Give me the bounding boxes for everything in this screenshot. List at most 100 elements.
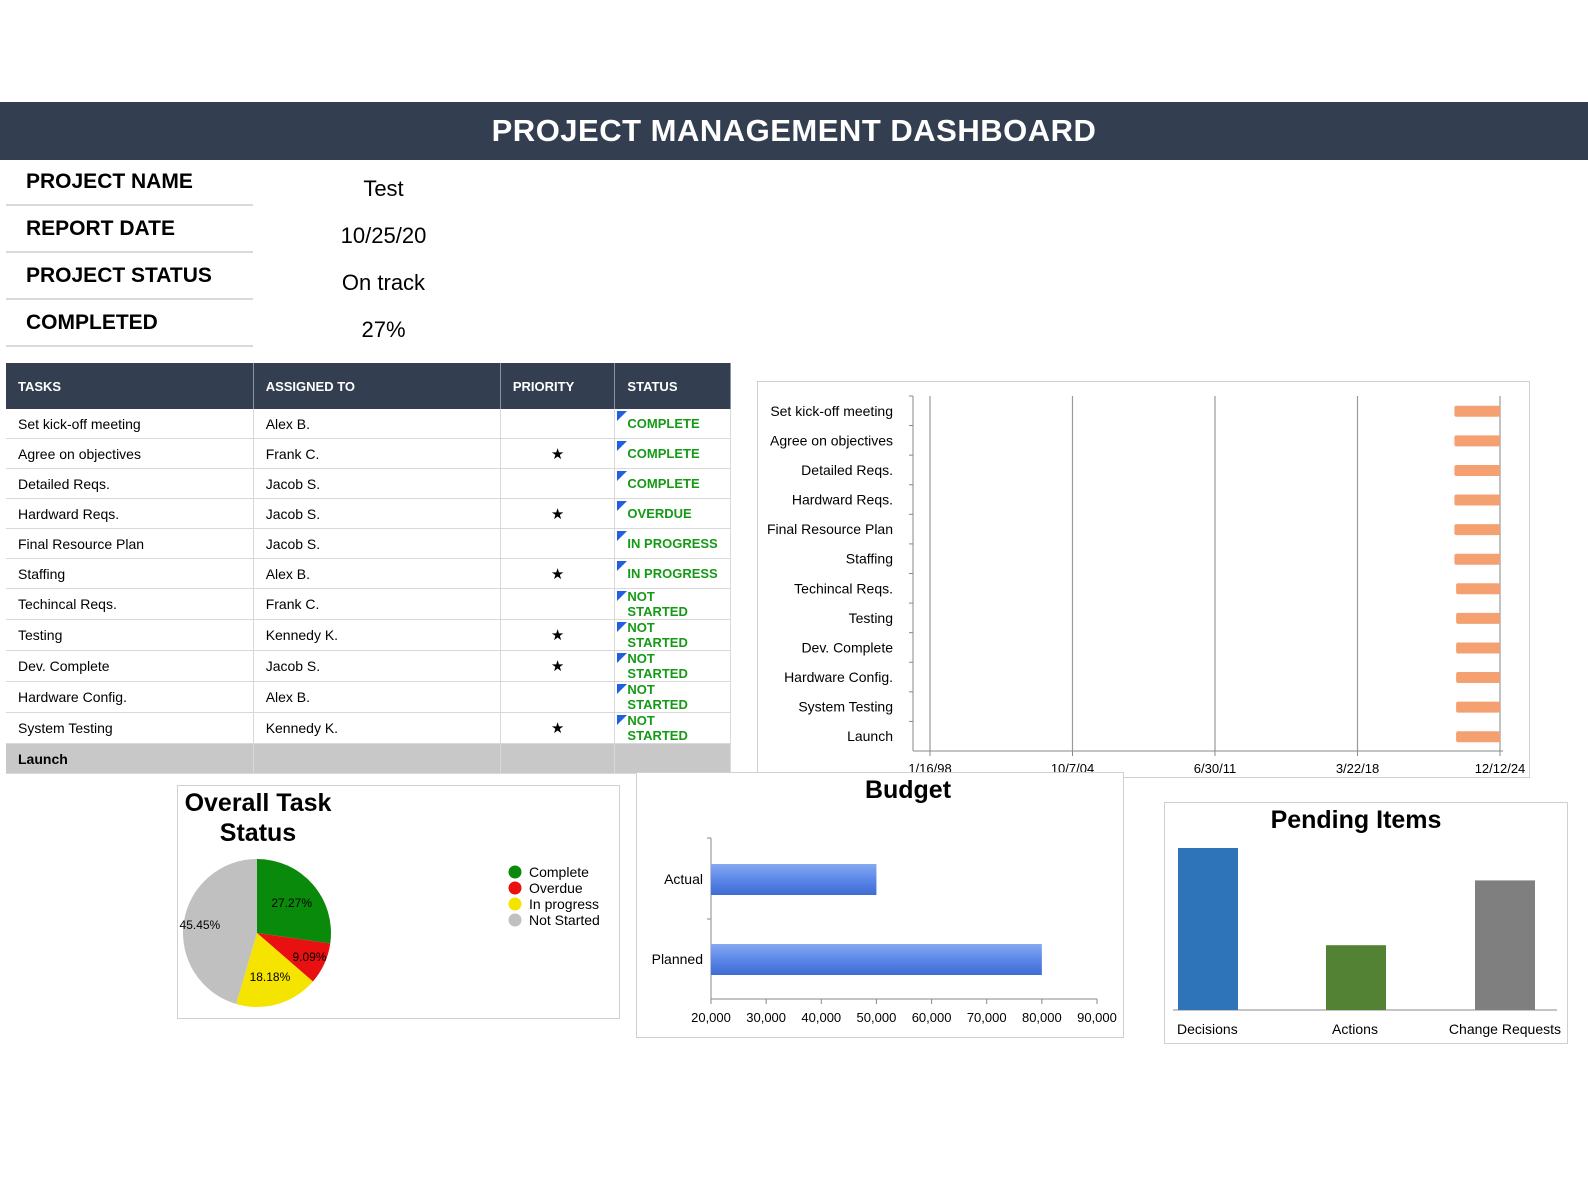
assigned-to-cell-text: Kennedy K.	[265, 627, 339, 643]
budget-bar-actual[interactable]	[711, 864, 877, 895]
status-cell[interactable]: COMPLETE	[614, 409, 731, 439]
task-name-cell[interactable]: Launch	[6, 743, 254, 774]
priority-cell[interactable]: ★	[500, 558, 616, 589]
assigned-to-cell[interactable]: Kennedy K.	[253, 712, 501, 744]
task-name-cell[interactable]: Staffing	[6, 558, 254, 589]
gantt-bar-set-kick-off-meeting[interactable]	[1454, 405, 1500, 417]
gantt-row-label: Testing	[849, 610, 893, 626]
assigned-to-cell-text: Frank C.	[265, 445, 320, 462]
assigned-to-cell[interactable]: Jacob S.	[253, 528, 501, 559]
budget-bar-planned[interactable]	[711, 944, 1042, 975]
task-name-cell[interactable]: Final Resource Plan	[6, 528, 254, 559]
priority-cell[interactable]: ★	[500, 438, 616, 469]
assigned-to-cell-text: Jacob S.	[265, 505, 321, 522]
table-row: System Testing Kennedy K. ★ NOT STARTED	[6, 712, 731, 744]
pie-slice-in-progress[interactable]	[236, 933, 313, 1007]
gantt-bar-system-testing[interactable]	[1456, 701, 1500, 713]
assigned-to-cell[interactable]: Alex B.	[253, 681, 501, 713]
status-cell[interactable]: COMPLETE	[614, 438, 731, 469]
column-header-tasks[interactable]: TASKS	[6, 363, 254, 409]
task-name-cell[interactable]: Set kick-off meeting	[6, 409, 254, 439]
status-cell-text: OVERDUE	[627, 506, 692, 521]
pending-bar-change-requests[interactable]	[1475, 880, 1535, 1010]
gantt-row-label: Techincal Reqs.	[794, 580, 893, 596]
priority-cell[interactable]: ★	[500, 712, 616, 744]
task-name-cell[interactable]: Testing	[6, 619, 254, 651]
gantt-bar-techincal-reqs[interactable]	[1456, 583, 1500, 595]
task-name-cell[interactable]: System Testing	[6, 712, 254, 744]
gantt-row-label: System Testing	[798, 699, 893, 715]
column-header-status[interactable]: STATUS	[614, 363, 731, 409]
gantt-bar-agree-on-objectives[interactable]	[1454, 435, 1500, 447]
gantt-row-label: Agree on objectives	[770, 432, 893, 448]
budget-chart-title: Budget	[864, 776, 952, 804]
pie-slice-not-started[interactable]	[182, 859, 257, 1005]
pending-items-chart-title: Pending Items	[1270, 806, 1442, 834]
status-cell[interactable]: NOT STARTED	[614, 681, 731, 713]
gantt-bar-testing[interactable]	[1456, 612, 1500, 624]
pending-bar-actions[interactable]	[1326, 945, 1386, 1010]
pie-slice-complete[interactable]	[257, 859, 331, 944]
status-cell[interactable]: NOT STARTED	[614, 650, 731, 682]
gantt-bar-final-resource-plan[interactable]	[1454, 524, 1500, 536]
status-cell[interactable]: IN PROGRESS	[614, 528, 731, 559]
task-name-cell[interactable]: Agree on objectives	[6, 438, 254, 469]
project-status-value[interactable]: On track	[341, 270, 426, 295]
status-cell[interactable]: IN PROGRESS	[614, 558, 731, 589]
completed-value[interactable]: 27%	[361, 317, 406, 342]
gantt-bar-dev-complete[interactable]	[1456, 642, 1500, 654]
priority-cell[interactable]	[500, 681, 616, 713]
status-cell[interactable]: NOT STARTED	[614, 588, 731, 620]
status-cell[interactable]: OVERDUE	[614, 498, 731, 529]
report-date-value[interactable]: 10/25/20	[340, 223, 427, 248]
info-row-project-status: PROJECT STATUS On track	[6, 256, 436, 303]
status-cell[interactable]: NOT STARTED	[614, 619, 731, 651]
status-cell[interactable]: COMPLETE	[614, 468, 731, 499]
assigned-to-cell[interactable]: Jacob S.	[253, 468, 501, 499]
assigned-to-cell[interactable]: Jacob S.	[253, 650, 501, 682]
assigned-to-cell[interactable]: Frank C.	[253, 438, 501, 469]
task-name-cell[interactable]: Dev. Complete	[6, 650, 254, 682]
assigned-to-cell[interactable]: Frank C.	[253, 588, 501, 620]
task-name-cell[interactable]: Techincal Reqs.	[6, 588, 254, 620]
priority-cell[interactable]	[500, 743, 616, 774]
task-name-cell[interactable]: Hardware Config.	[6, 681, 254, 713]
assigned-to-cell[interactable]: Alex B.	[253, 409, 501, 439]
gantt-bar-hardware-config[interactable]	[1456, 672, 1500, 684]
gantt-bar-staffing[interactable]	[1454, 553, 1500, 565]
column-header-priority[interactable]: PRIORITY	[500, 363, 616, 409]
priority-cell[interactable]	[500, 588, 616, 620]
legend-label-not-started: Not Started	[529, 912, 600, 928]
task-name-cell[interactable]: Detailed Reqs.	[6, 468, 254, 499]
gantt-bar-hardward-reqs[interactable]	[1454, 494, 1500, 506]
pending-bar-decisions[interactable]	[1178, 848, 1238, 1010]
project-status-label: PROJECT STATUS	[6, 256, 253, 300]
priority-cell[interactable]	[500, 528, 616, 559]
budget-bar-chart: 20,000 30,000 40,000 50,000 60,000 70,000 80,0…	[652, 837, 1117, 1025]
budget-x-tick-label: 80,000	[1022, 1010, 1062, 1025]
status-cell[interactable]	[614, 743, 731, 774]
assigned-to-cell[interactable]: Alex B.	[253, 558, 501, 589]
priority-cell[interactable]: ★	[500, 498, 616, 529]
table-row: Techincal Reqs. Frank C. NOT STARTED	[6, 588, 731, 620]
column-header-assigned-to[interactable]: ASSIGNED TO	[253, 363, 501, 409]
task-name-cell-text: Hardward Reqs.	[18, 505, 120, 522]
status-cell[interactable]: NOT STARTED	[614, 712, 731, 744]
timeline-chart-panel: 1/16/98 10/7/04 6/30/11 3/22/18 12/12/24 Set …	[757, 381, 1530, 778]
task-name-cell-text: System Testing	[18, 720, 113, 736]
gantt-bar-detailed-reqs[interactable]	[1454, 464, 1500, 476]
assigned-to-cell[interactable]: Jacob S.	[253, 498, 501, 529]
priority-cell[interactable]: ★	[500, 650, 616, 682]
task-name-cell[interactable]: Hardward Reqs.	[6, 498, 254, 529]
assigned-to-cell[interactable]	[253, 743, 501, 774]
assigned-to-cell[interactable]: Kennedy K.	[253, 619, 501, 651]
priority-cell[interactable]	[500, 409, 616, 439]
priority-cell[interactable]	[500, 468, 616, 499]
pie-slice-overdue[interactable]	[257, 933, 331, 982]
status-cell-text: IN PROGRESS	[627, 536, 718, 551]
gantt-row-label: Launch	[847, 728, 893, 744]
project-name-value[interactable]: Test	[363, 176, 404, 201]
gantt-bar-launch[interactable]	[1456, 731, 1500, 743]
priority-cell[interactable]: ★	[500, 619, 616, 651]
legend-label-complete: Complete	[529, 864, 589, 880]
